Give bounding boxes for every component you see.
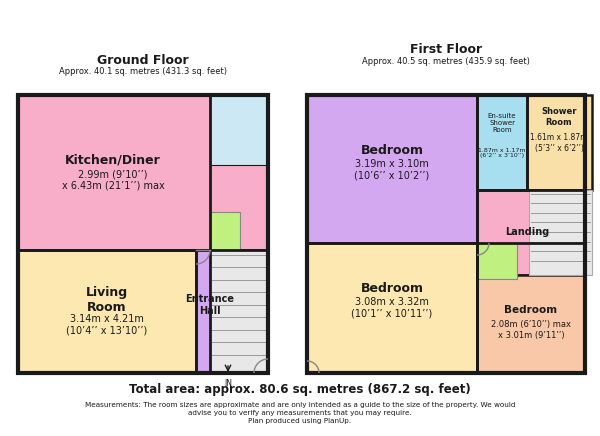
Text: Bedroom: Bedroom (361, 143, 424, 157)
Text: En-suite
Shower
Room: En-suite Shower Room (488, 113, 516, 133)
Text: Approx. 40.1 sq. metres (431.3 sq. feet): Approx. 40.1 sq. metres (431.3 sq. feet) (59, 68, 227, 76)
Bar (18, 250, 196, 373)
Bar (307, 95, 585, 373)
Text: 2.99m (9’10’’)
x 6.43m (21’1’’) max: 2.99m (9’10’’) x 6.43m (21’1’’) max (62, 169, 164, 191)
Bar (210, 212, 240, 250)
Text: 3.08m x 3.32m
(10’1’’ x 10’11’’): 3.08m x 3.32m (10’1’’ x 10’11’’) (352, 297, 433, 319)
Text: Landing: Landing (505, 227, 549, 237)
Text: Kitchen/Diner: Kitchen/Diner (65, 153, 161, 167)
Bar (210, 95, 268, 165)
Text: Total area: approx. 80.6 sq. metres (867.2 sq. feet): Total area: approx. 80.6 sq. metres (867… (129, 384, 471, 396)
Text: advise you to verify any measurements that you may require.: advise you to verify any measurements th… (188, 410, 412, 416)
Text: 2.08m (6’10’’) max
x 3.01m (9’11’’): 2.08m (6’10’’) max x 3.01m (9’11’’) (491, 320, 571, 340)
Text: 3.19m x 3.10m
(10’6’’ x 10’2’’): 3.19m x 3.10m (10’6’’ x 10’2’’) (355, 159, 430, 181)
Text: Shower
Room: Shower Room (541, 107, 577, 127)
Text: First Floor: First Floor (410, 44, 482, 57)
Bar (307, 95, 477, 243)
Bar (477, 190, 585, 275)
Text: Living
Room: Living Room (86, 286, 128, 314)
Bar (210, 250, 268, 373)
Text: Bedroom: Bedroom (361, 282, 424, 294)
Bar (18, 95, 268, 373)
Bar (477, 275, 585, 373)
Bar (307, 243, 477, 373)
Text: IN: IN (224, 378, 232, 388)
Text: Approx. 40.5 sq. metres (435.9 sq. feet): Approx. 40.5 sq. metres (435.9 sq. feet) (362, 58, 530, 67)
Text: Plan produced using PlanUp.: Plan produced using PlanUp. (248, 418, 352, 424)
Bar (477, 243, 517, 279)
Bar (18, 95, 268, 250)
Text: Bedroom: Bedroom (505, 305, 557, 315)
Text: Entrance
Hall: Entrance Hall (185, 294, 235, 316)
Text: 1.87m x 1.17m
(6’2’’ x 3’10’’): 1.87m x 1.17m (6’2’’ x 3’10’’) (478, 148, 526, 158)
Text: Ground Floor: Ground Floor (97, 54, 189, 67)
Bar (527, 95, 592, 190)
Bar (529, 190, 592, 275)
Bar (196, 250, 268, 373)
Text: 1.61m x 1.87m
(5’3’’ x 6’2’’): 1.61m x 1.87m (5’3’’ x 6’2’’) (530, 133, 588, 153)
Text: Measurements: The room sizes are approximate and are only intended as a guide to: Measurements: The room sizes are approxi… (85, 402, 515, 408)
Bar (477, 95, 527, 190)
Text: 3.14m x 4.21m
(10’4’’ x 13’10’’): 3.14m x 4.21m (10’4’’ x 13’10’’) (67, 314, 148, 336)
